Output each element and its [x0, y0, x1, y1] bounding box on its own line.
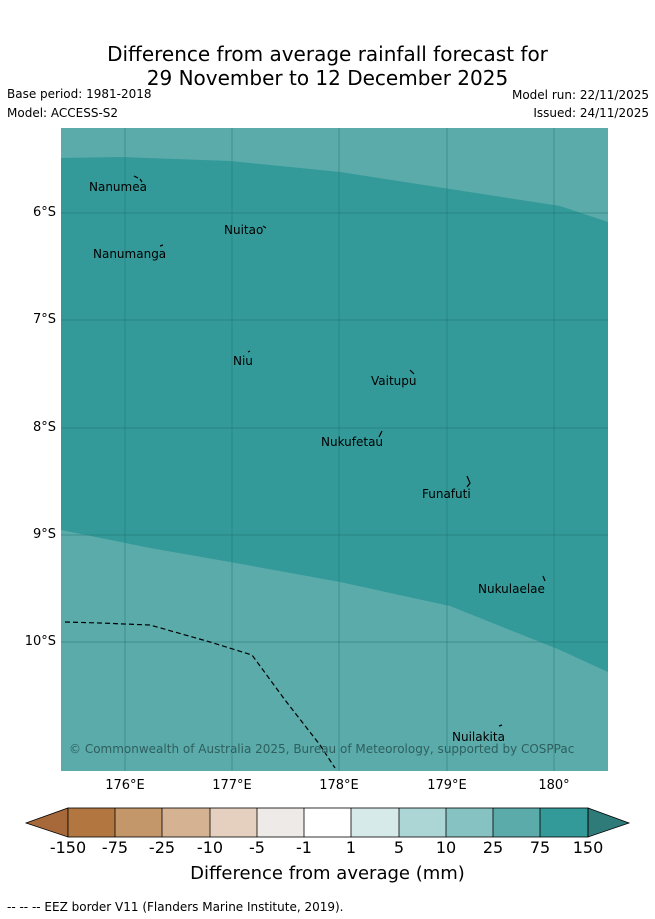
colorbar-seg-25-75 — [493, 808, 540, 837]
lon-label-177e: 177°E — [212, 778, 252, 793]
eez-footnote: -- -- -- EEZ border V11 (Flanders Marine… — [7, 900, 344, 914]
colorbar-label: -5 — [249, 838, 265, 857]
island-shape-nuitao — [262, 225, 267, 229]
colorbar-seg-1-5 — [351, 808, 399, 837]
lat-label-10s: 10°S — [24, 634, 56, 649]
colorbar-outline — [67, 807, 589, 838]
colorbar-dividers — [114, 808, 541, 837]
model-name: Model: ACCESS-S2 — [7, 106, 119, 120]
colorbar-extend-high — [587, 807, 631, 838]
lon-label-179e: 179°E — [427, 778, 467, 793]
island-label-vaitupu: Vaitupu — [371, 374, 417, 388]
island-shape-nuilakita — [498, 724, 503, 727]
eez-border — [64, 621, 336, 769]
lat-label-6s: 6°S — [32, 205, 56, 220]
colorbar-label: -25 — [148, 838, 176, 857]
colorbar-label: -10 — [196, 838, 224, 857]
base-period: Base period: 1981-2018 — [7, 87, 152, 101]
map-title-line2: 29 November to 12 December 2025 — [146, 66, 509, 90]
colorbar-label: -150 — [49, 838, 87, 857]
island-shape-nanumanga — [159, 244, 164, 247]
colorbar-segments — [68, 808, 588, 837]
colorbar-label: 25 — [482, 838, 504, 857]
colorbar-extend-low — [24, 807, 69, 838]
island-shapes — [133, 175, 546, 727]
lon-label-178e: 178°E — [319, 778, 359, 793]
island-label-nukufetau: Nukufetau — [321, 435, 384, 449]
region-75-150mm — [61, 157, 608, 672]
lon-label-180: 180° — [538, 778, 570, 793]
colorbar-title: Difference from average (mm) — [190, 863, 465, 884]
lat-label-9s: 9°S — [32, 527, 56, 542]
lon-label-176e: 176°E — [105, 778, 145, 793]
island-shape-nukufetau — [378, 430, 383, 438]
island-label-nanumanga: Nanumanga — [93, 247, 167, 261]
colorbar-seg-minus150-minus75 — [68, 808, 115, 837]
colorbar-label: 150 — [572, 838, 604, 857]
lat-label-8s: 8°S — [32, 420, 56, 435]
island-label-nukulaelae: Nukulaelae — [478, 582, 545, 596]
island-label-funafuti: Funafuti — [422, 487, 471, 501]
colorbar-seg-minus10-minus5 — [210, 808, 257, 837]
lat-label-7s: 7°S — [32, 312, 56, 327]
colorbar-label: -75 — [101, 838, 129, 857]
colorbar-seg-minus5-minus1 — [257, 808, 304, 837]
island-shape-funafuti — [466, 475, 471, 488]
colorbar-seg-minus25-minus10 — [162, 808, 210, 837]
colorbar-label: -1 — [296, 838, 312, 857]
colorbar-seg-minus75-minus25 — [115, 808, 162, 837]
island-label-niu: Niu — [233, 354, 253, 368]
map-title-line1: Difference from average rainfall forecas… — [107, 42, 548, 66]
island-shape-nukulaelae — [542, 575, 546, 582]
island-shape-niu — [247, 350, 251, 353]
island-label-nuitao: Nuitao — [224, 223, 264, 237]
graticule — [61, 128, 608, 771]
colorbar-seg-75-150 — [540, 808, 588, 837]
issued-date: Issued: 24/11/2025 — [533, 106, 649, 120]
model-run: Model run: 22/11/2025 — [511, 88, 649, 102]
colorbar-seg-10-25 — [446, 808, 493, 837]
island-label-nuilakita: Nuilakita — [452, 730, 505, 744]
region-25-75mm-southwest — [61, 732, 190, 771]
colorbar-label: 10 — [435, 838, 457, 857]
copyright-notice: © Commonwealth of Australia 2025, Bureau… — [69, 742, 575, 756]
island-label-nanumea: Nanumea — [89, 180, 147, 194]
island-shape-vaitupu — [409, 369, 415, 375]
colorbar-seg-5-10 — [399, 808, 446, 837]
island-shape-nanumea — [133, 175, 143, 183]
colorbar-label: 75 — [529, 838, 551, 857]
colorbar-label: 5 — [393, 838, 405, 857]
colorbar-seg-minus1-1 — [304, 808, 351, 837]
colorbar-label: 1 — [345, 838, 357, 857]
